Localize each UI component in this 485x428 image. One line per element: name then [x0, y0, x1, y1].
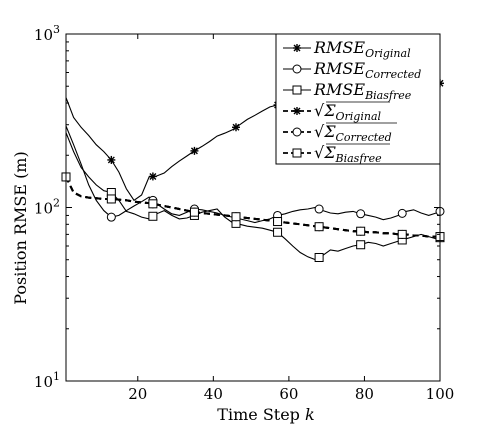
- series-marker: [314, 204, 324, 214]
- series-marker: [231, 212, 241, 222]
- series-marker: [148, 172, 157, 181]
- legend-items: RMSEOriginalRMSECorrectedRMSEBiasfree√ΣO…: [283, 38, 421, 165]
- series-marker: [106, 194, 116, 204]
- series-marker: [107, 155, 116, 164]
- legend-label: RMSECorrected: [313, 59, 421, 81]
- x-tick-label: 100: [426, 385, 455, 403]
- series-marker: [397, 208, 407, 218]
- legend-swatch-marker: [292, 64, 302, 74]
- series-line-3: [65, 132, 441, 261]
- series-marker: [314, 253, 324, 263]
- x-tick-label: 20: [128, 385, 147, 403]
- x-tick-label: 60: [279, 385, 298, 403]
- series-marker: [148, 199, 158, 209]
- x-axis-label-text: Time Step: [217, 405, 305, 424]
- legend-label: RMSEBiasfree: [313, 80, 412, 102]
- legend-label: RMSEOriginal: [313, 38, 411, 60]
- x-axis-label-var: k: [305, 405, 315, 424]
- legend-label: √ΣOriginal: [314, 101, 382, 123]
- x-tick-label: 40: [204, 385, 223, 403]
- series-line-2: [65, 125, 441, 224]
- y-axis-label: Position RMSE (m): [11, 151, 30, 304]
- legend-label: √ΣBiasfree: [314, 143, 382, 165]
- series-marker: [232, 123, 240, 132]
- legend: RMSEOriginalRMSECorrectedRMSEBiasfree√ΣO…: [275, 33, 441, 165]
- series-layer: [65, 82, 441, 261]
- series-marker: [189, 207, 199, 217]
- series-line-4: [65, 176, 440, 238]
- legend-box: [275, 33, 441, 165]
- series-marker: [148, 211, 158, 221]
- series-marker: [356, 240, 366, 250]
- y-tick-label: 101: [34, 370, 60, 391]
- series-marker: [273, 217, 283, 227]
- series-marker: [356, 209, 366, 219]
- legend-swatch-marker: [292, 85, 302, 95]
- x-axis-label: Time Step k: [217, 405, 314, 424]
- series-line-5: [65, 176, 440, 238]
- legend-swatch-marker: [293, 44, 301, 52]
- series-line-6: [65, 176, 440, 238]
- series-marker: [106, 212, 116, 222]
- tick-layer: 20 40 60 80 100 101 102 103: [34, 23, 454, 403]
- series-marker: [190, 146, 199, 155]
- series-marker: [314, 222, 324, 232]
- legend-swatch-marker: [292, 148, 302, 158]
- x-tick-label: 80: [355, 385, 374, 403]
- y-tick-label: 102: [34, 197, 60, 218]
- legend-swatch-marker: [292, 127, 302, 137]
- legend-label: √ΣCorrected: [314, 122, 392, 144]
- legend-swatch-marker: [293, 107, 301, 115]
- series-marker: [273, 227, 283, 237]
- series-marker: [397, 229, 407, 239]
- series-marker: [356, 226, 366, 236]
- y-tick-label: 103: [34, 23, 60, 44]
